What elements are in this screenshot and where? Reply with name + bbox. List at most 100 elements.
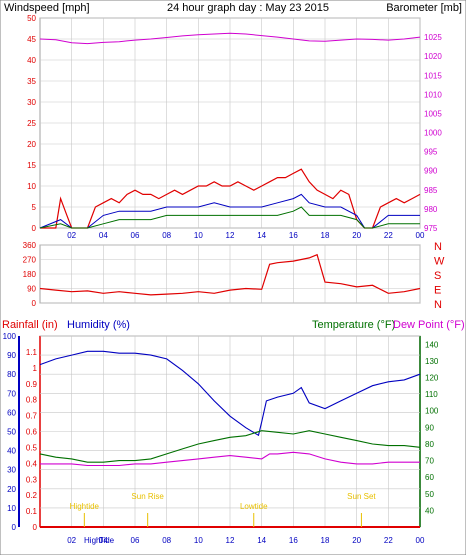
y-tick-label-right: 995 [424,148,438,157]
temperature-tick-label: 140 [425,340,439,349]
x-tick-label: 16 [289,536,298,545]
compass-label: N [434,299,442,311]
y-tick-label-left: 180 [23,270,37,279]
temperature-axis-title: Temperature (°F) [312,319,395,331]
y-tick-label-left: 5 [32,203,37,212]
temperature-tick-label: 120 [425,374,439,383]
humidity-tick-label: 90 [7,351,16,360]
temperature-tick-label: 130 [425,357,439,366]
compass-label: E [434,285,441,297]
x-tick-label: 04 [99,231,108,240]
humidity-tick-label: 50 [7,428,16,437]
y-tick-label-left: 50 [27,14,36,23]
x-tick-label: 14 [257,231,266,240]
annotation-label: Sun Set [347,492,376,501]
y-tick-label-left: 270 [23,256,37,265]
humidity-tick-label: 100 [3,332,17,341]
x-tick-label: 00 [416,536,425,545]
compass-label: W [434,256,445,268]
series-line-2 [39,206,420,229]
y-tick-label-left: 360 [23,241,37,250]
x-tick-label: 06 [131,231,140,240]
y-tick-label-left: 0 [32,224,37,233]
series-line-2 [40,451,420,467]
x-tick-label: 10 [194,231,203,240]
y-tick-label-left: 45 [27,35,36,44]
y-tick-label-right: 1000 [424,129,442,138]
y-tick-label-left: 25 [27,119,36,128]
humidity-tick-label: 80 [7,370,16,379]
humidity-tick-label: 30 [7,466,16,475]
y-tick-label-right: 975 [424,224,438,233]
series-line-1 [39,430,421,463]
tide-bottom-label: Tide [99,536,115,545]
rain-tick-label: 0.3 [26,475,38,484]
rain-tick-label: 0.7 [26,412,38,421]
x-tick-label: 00 [416,231,425,240]
y-tick-label-right: 980 [424,205,438,214]
y-tick-label-right: 1015 [424,71,442,80]
y-tick-label-right: 1005 [424,109,442,118]
x-tick-label: 22 [384,231,393,240]
y-tick-label-left: 40 [27,56,36,65]
x-tick-label: 08 [162,536,171,545]
humidity-tick-label: 40 [7,447,16,456]
temperature-tick-label: 70 [425,457,434,466]
y-tick-label-right: 990 [424,167,438,176]
annotation-label: Hightide [70,502,100,511]
barometer-title: Barometer [mb] [386,2,462,14]
series-line-0 [39,253,421,296]
y-tick-label-right: 1020 [424,52,442,61]
x-tick-label: 16 [289,231,298,240]
y-tick-label-left: 30 [27,98,36,107]
temperature-tick-label: 110 [425,390,438,399]
temperature-tick-label: 60 [425,473,434,482]
rain-tick-label: 0.5 [26,443,38,452]
y-tick-label-left: 90 [27,285,36,294]
rain-tick-label: 0.8 [26,396,38,405]
windspeed-title: Windspeed [mph] [4,2,90,14]
header: Windspeed [mph] 24 hour graph day : May … [4,2,462,14]
rain-tick-label: 0.2 [26,491,38,500]
x-tick-label: 18 [321,231,330,240]
series-line-1 [39,193,420,229]
compass-label: N [434,241,442,253]
temperature-tick-label: 40 [425,506,434,515]
rain-tick-label: 0 [33,523,38,532]
humidity-tick-label: 60 [7,408,16,417]
y-tick-label-left: 0 [32,299,37,308]
y-tick-label-left: 15 [27,161,36,170]
series-line-0 [39,350,421,437]
x-tick-label: 12 [226,536,235,545]
humidity-tick-label: 0 [12,523,17,532]
temperature-tick-label: 50 [425,490,434,499]
dewpoint-axis-title: Dew Point (°F) [393,319,465,331]
y-tick-label-right: 1025 [424,33,442,42]
temperature-tick-label: 100 [425,407,439,416]
rain-humidity-temp-panel: Rainfall (in) Humidity (%) Temperature (°F… [2,319,465,545]
x-tick-label: 10 [194,536,203,545]
humidity-tick-label: 70 [7,389,16,398]
y-tick-label-left: 10 [27,182,36,191]
rain-tick-label: 0.6 [26,428,38,437]
y-tick-label-right: 985 [424,186,438,195]
rainfall-axis-title: Rainfall (in) [2,319,58,331]
rain-tick-label: 0.1 [26,507,38,516]
x-tick-label: 20 [352,536,361,545]
temperature-tick-label: 80 [425,440,434,449]
wind-barometer-panel: 0510152025303540455097598098599099510001… [27,14,442,240]
temperature-tick-label: 90 [425,423,434,432]
y-tick-label-left: 20 [27,140,36,149]
rain-tick-label: 1 [33,364,38,373]
humidity-axis-title: Humidity (%) [67,319,130,331]
compass-label: S [434,270,441,282]
annotation-label: Sun Rise [131,492,164,501]
x-tick-label: 20 [352,231,361,240]
x-tick-label: 08 [162,231,171,240]
x-tick-label: 04 [99,536,108,545]
x-tick-label: 06 [131,536,140,545]
x-tick-label: 18 [321,536,330,545]
